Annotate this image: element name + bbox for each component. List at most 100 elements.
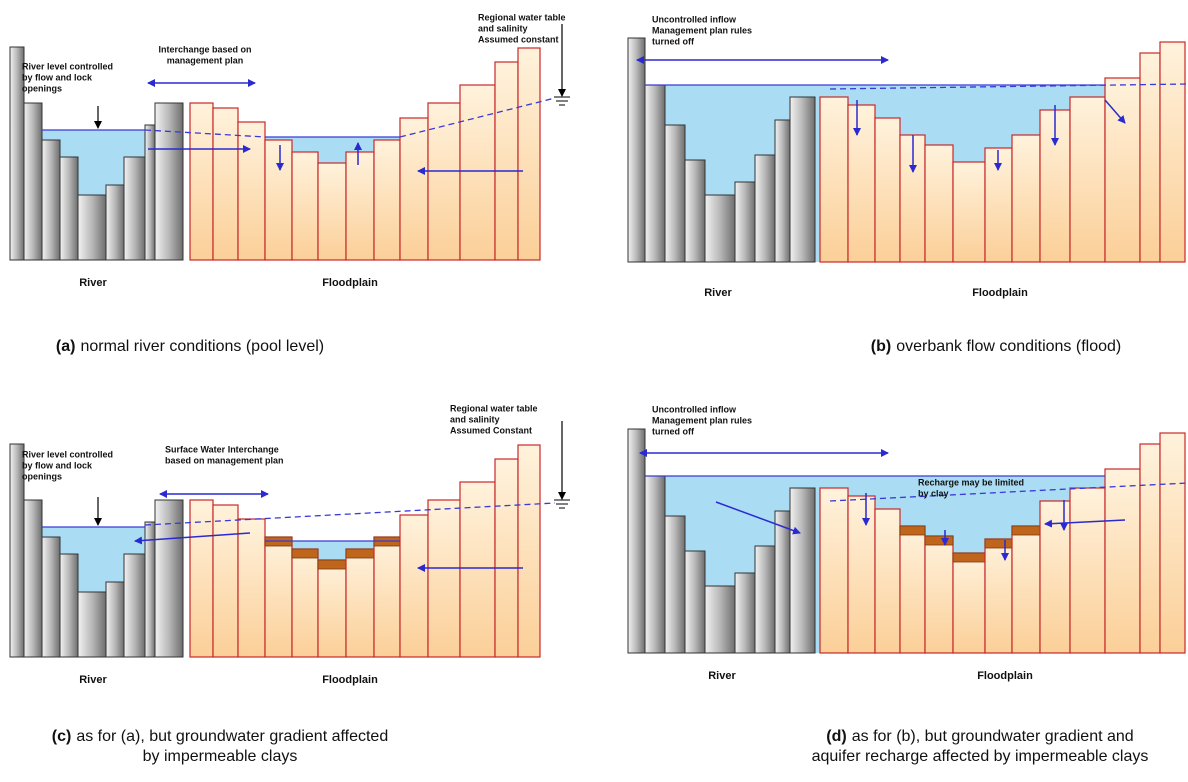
- floodplain-column: [899, 525, 926, 654]
- floodplain-label: Floodplain: [322, 674, 378, 686]
- annotation: and salinity: [450, 414, 500, 424]
- clay-layer: [317, 559, 347, 570]
- water-level: [399, 97, 556, 138]
- caption: (d) as for (b), but groundwater gradient …: [826, 728, 1133, 745]
- caption-text: overbank flow conditions (flood): [896, 338, 1121, 355]
- river-bank-column: [627, 37, 646, 263]
- floodplain-column: [874, 508, 901, 654]
- flow-arrow: [715, 501, 801, 535]
- annotation: Assumed Constant: [450, 425, 532, 435]
- floodplain-column: [399, 514, 429, 658]
- clay-layer: [899, 525, 926, 536]
- floodplain-column: [345, 548, 375, 658]
- floodplain-column: [237, 518, 266, 658]
- floodplain-column: [1069, 487, 1106, 654]
- annotation: Management plan rules: [652, 25, 752, 35]
- flow-arrow: [1104, 99, 1126, 124]
- caption: by impermeable clays: [143, 748, 298, 765]
- floodplain-column: [924, 535, 954, 654]
- water-level: [144, 129, 266, 138]
- annotation: Management plan rules: [652, 415, 752, 425]
- floodplain-column: [317, 559, 347, 658]
- river-bank-column: [704, 585, 736, 654]
- river-bank-column: [774, 119, 791, 263]
- floodplain-column: [1011, 525, 1041, 654]
- floodplain-column: [264, 536, 293, 658]
- floodplain-column: [952, 552, 986, 654]
- floodplain-column: [819, 487, 849, 654]
- river-bank-column: [144, 124, 156, 261]
- annotation: by flow and lock: [22, 72, 93, 82]
- floodplain-column: [212, 504, 239, 658]
- annotation: management plan: [167, 55, 244, 65]
- river-bank-column: [105, 581, 125, 658]
- flow-arrow: [1044, 519, 1126, 528]
- flow-arrow: [134, 532, 251, 545]
- caption-id: (d): [826, 728, 846, 745]
- floodplain-column: [494, 458, 519, 658]
- floodplain-column: [189, 499, 214, 658]
- caption: (c) as for (a), but groundwater gradient …: [52, 728, 388, 745]
- floodplain-column: [952, 161, 986, 263]
- floodplain-column: [459, 84, 496, 261]
- annotation: Surface Water Interchange: [165, 444, 279, 454]
- annotation: turned off: [652, 426, 695, 436]
- river-bank-column: [154, 499, 184, 658]
- annotation: by flow and lock: [22, 460, 93, 470]
- annotation: Interchange based on: [158, 44, 251, 54]
- water-level: [144, 502, 556, 526]
- annotation: based on management plan: [165, 455, 284, 465]
- river-bank-column: [105, 184, 125, 261]
- caption-text: normal river conditions (pool level): [80, 338, 324, 355]
- river-bank-column: [123, 156, 146, 261]
- river-bank-column: [734, 181, 756, 263]
- floodplain-column: [373, 536, 401, 658]
- annotation: Regional water table: [450, 403, 538, 413]
- floodplain-column: [237, 121, 266, 261]
- floodplain-column: [874, 117, 901, 263]
- river-bank-column: [774, 510, 791, 654]
- annotation: Assumed constant: [478, 34, 559, 44]
- floodplain-column: [264, 139, 293, 261]
- floodplain-column: [1069, 96, 1106, 263]
- floodplain-label: Floodplain: [977, 670, 1033, 682]
- floodplain-column: [517, 47, 541, 261]
- floodplain-column: [1011, 134, 1041, 263]
- floodplain-label: Floodplain: [972, 287, 1028, 299]
- floodplain-column: [517, 444, 541, 658]
- floodplain-column: [1159, 41, 1186, 263]
- clay-layer: [291, 548, 319, 559]
- river-bank-column: [77, 591, 107, 658]
- river-label: River: [79, 674, 107, 686]
- river-bank-column: [734, 572, 756, 654]
- river-bank-column: [644, 84, 666, 263]
- river-bank-column: [144, 521, 156, 658]
- river-label: River: [79, 277, 107, 289]
- floodplain-column: [399, 117, 429, 261]
- annotation: Regional water table: [478, 12, 566, 22]
- floodplain-column: [847, 104, 876, 263]
- river-bank-column: [684, 550, 706, 654]
- river-bank-column: [684, 159, 706, 263]
- clay-layer: [984, 538, 1013, 549]
- floodplain-column: [819, 96, 849, 263]
- river-label: River: [704, 287, 732, 299]
- caption: aquifer recharge affected by impermeable…: [812, 748, 1149, 765]
- river-bank-column: [704, 194, 736, 263]
- caption-text: as for (b), but groundwater gradient and: [852, 728, 1134, 745]
- river-bank-column: [644, 475, 666, 654]
- floodplain-column: [1139, 443, 1161, 654]
- floodplain-column: [427, 499, 461, 658]
- annotation: River level controlled: [22, 449, 113, 459]
- caption-id: (b): [871, 338, 891, 355]
- annotation: Uncontrolled inflow: [652, 14, 737, 24]
- river-bank-column: [59, 553, 79, 658]
- river-bank-column: [789, 487, 816, 654]
- river-bank-column: [789, 96, 816, 263]
- floodplain-column: [459, 481, 496, 658]
- river-bank-column: [23, 102, 43, 261]
